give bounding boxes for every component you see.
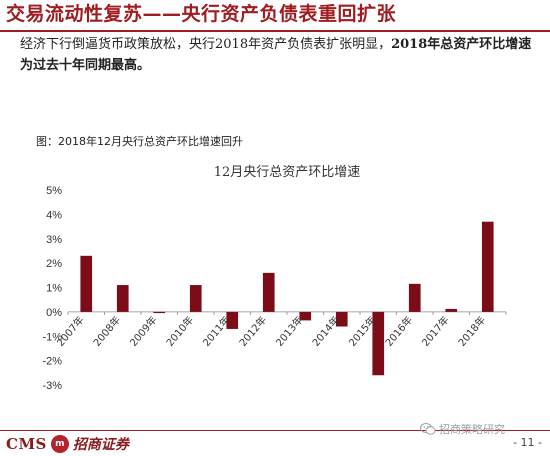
bar (372, 311, 385, 376)
bar (299, 311, 312, 321)
figure-label: 图：2018年12月央行总资产环比增速回升 (36, 135, 243, 148)
bar (481, 221, 494, 312)
summary-text: 经济下行倒逼货币政策放松，央行2018年资产负债表扩张明显，2018年总资产环比… (20, 34, 540, 76)
wechat-watermark: 招商策略研究 (420, 421, 505, 437)
title-divider (0, 30, 550, 32)
wechat-icon (420, 423, 436, 435)
x-tick-label: 2018年 (455, 313, 488, 349)
x-tick-label: 2013年 (273, 313, 306, 349)
x-tick-label: 2016年 (382, 313, 415, 349)
x-tick-label: 2008年 (90, 313, 123, 349)
y-tick-label: 2% (46, 258, 62, 270)
bar (116, 285, 129, 312)
bar-chart: 12月央行总资产环比增速-3%-2%-1%0%1%2%3%4%5%2007年 20… (42, 165, 507, 392)
x-tick-label: 2012年 (236, 313, 269, 349)
footer-divider (0, 430, 550, 431)
bar (262, 272, 275, 312)
y-tick-label: 1% (46, 283, 62, 295)
y-tick-label: -1% (42, 331, 62, 343)
bar (408, 283, 421, 312)
bar (226, 311, 239, 329)
watermark-text: 招商策略研究 (439, 423, 505, 436)
x-tick-label: 2017年 (419, 313, 452, 349)
bar (80, 255, 93, 312)
x-tick-label: 2011年 (200, 313, 233, 349)
chart-title: 12月央行总资产环比增速 (214, 165, 361, 180)
y-tick-label: 3% (46, 234, 62, 246)
logo-cms-text: CMS (6, 435, 47, 453)
y-tick-label: 4% (46, 209, 62, 221)
page-title: 交易流动性复苏——央行资产负债表重回扩张 (6, 3, 397, 25)
bar (153, 311, 166, 314)
y-tick-label: 5% (46, 185, 62, 197)
x-tick-label: 2014年 (309, 313, 342, 349)
logo-cn-text: 招商证券 (72, 437, 129, 453)
cms-logo: CMS m 招商证券 (6, 434, 129, 454)
summary-emphasis: 2018年总资产环比增速为过去十年同期最高。 (20, 37, 532, 73)
page-number: - 11 - (513, 436, 542, 449)
y-tick-label: -2% (42, 356, 62, 368)
x-tick-label: 2010年 (163, 313, 196, 349)
bar (189, 285, 202, 312)
bar (335, 311, 348, 327)
y-tick-label: 0% (46, 307, 62, 319)
x-tick-label: 2009年 (127, 313, 160, 349)
y-tick-label: -3% (42, 380, 62, 392)
bar (445, 308, 458, 312)
logo-mark-icon: m (50, 435, 69, 453)
summary-normal: 经济下行倒逼货币政策放松，央行2018年资产负债表扩张明显， (20, 37, 392, 52)
